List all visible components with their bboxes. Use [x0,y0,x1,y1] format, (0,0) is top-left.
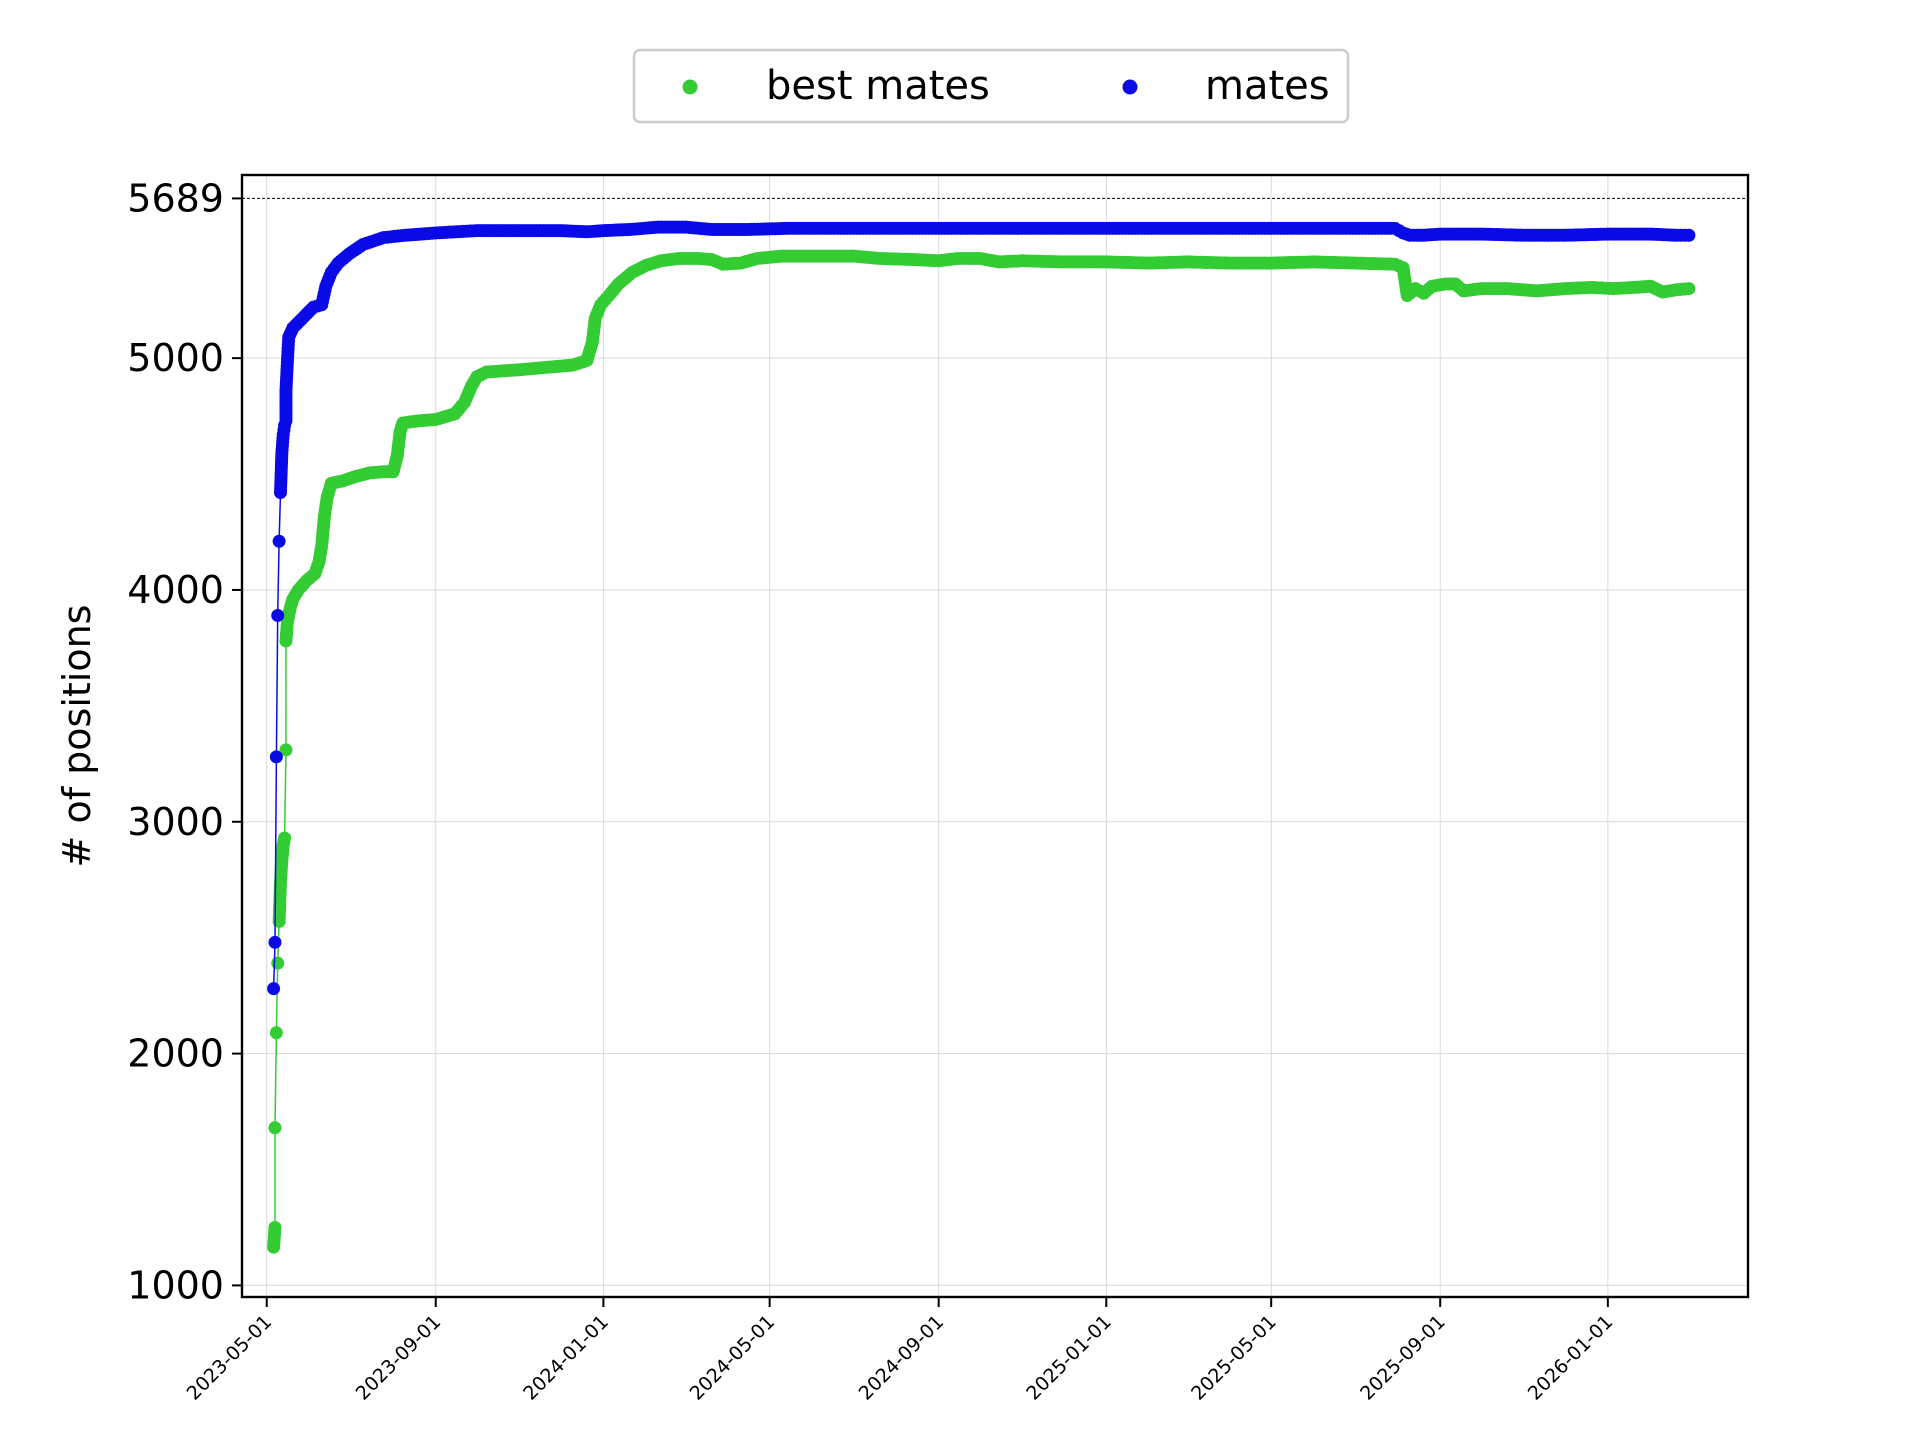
y-tick-label: 1000 [127,1263,224,1307]
data-point [271,608,285,622]
plot-frame [240,173,1750,1299]
y-tick-label: 5689 [127,176,224,220]
data-point [279,743,293,757]
data-point [268,1121,282,1135]
legend-label: best mates [766,63,990,109]
grid [242,175,1748,1297]
data-point [272,534,286,548]
data-point [1682,282,1696,296]
y-tick-label: 2000 [127,1032,224,1076]
y-tick-label: 5000 [127,336,224,380]
legend-box [632,48,1350,124]
series-best-mates [267,249,1696,1254]
series-mates [267,220,1696,996]
y-tick-label: 3000 [127,800,224,844]
data-point [1682,228,1696,242]
data-point [269,750,283,764]
data-point [271,956,285,970]
data-point [268,935,282,949]
data-point [268,1220,282,1234]
legend: best mates mates [632,48,1350,124]
legend-label: mates [1205,63,1330,109]
y-axis-label: # of positions [55,605,99,868]
series-layer [267,220,1696,1254]
data-point [267,982,281,996]
data-point [278,831,292,845]
legend-marker [682,79,698,95]
legend-marker [1122,79,1138,95]
data-point [269,1026,283,1040]
y-tick-label: 4000 [127,568,224,612]
